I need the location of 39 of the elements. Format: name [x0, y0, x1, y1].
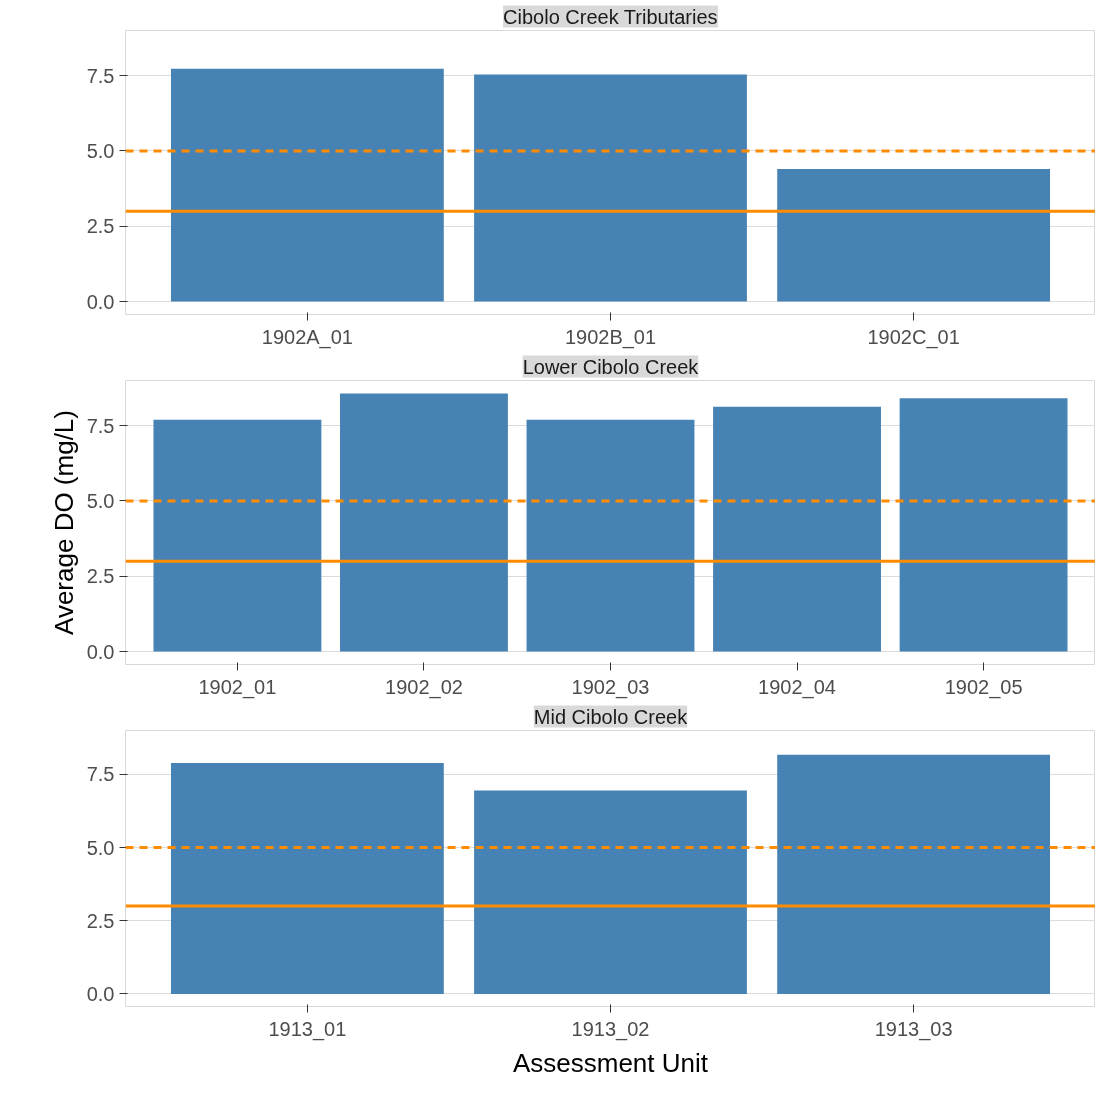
y-tick-label: 2.5 — [86, 565, 115, 588]
x-tick-label: 1913_03 — [874, 1017, 953, 1041]
bar — [170, 68, 444, 302]
y-tick-label: 7.5 — [86, 64, 115, 87]
x-tick-label: 1913_01 — [268, 1017, 347, 1041]
chart-title: Cibolo Creek Tributaries — [503, 5, 718, 28]
y-tick-label: 5.0 — [86, 489, 115, 512]
y-axis-title: Average DO (mg/L) — [48, 410, 79, 635]
y-tick-label: 7.5 — [86, 763, 115, 786]
y-tick-label: 0.0 — [86, 640, 115, 663]
x-tick-label: 1902_01 — [198, 675, 277, 699]
x-axis-title: Assessment Unit — [512, 1047, 709, 1078]
chart-title: Mid Cibolo Creek — [533, 705, 689, 728]
bar — [899, 398, 1068, 652]
bar — [153, 419, 322, 652]
y-tick-label: 0.0 — [86, 290, 115, 313]
bar — [340, 393, 508, 652]
bar — [170, 762, 444, 994]
bar — [474, 74, 747, 302]
bar — [526, 419, 695, 652]
y-tick-label: 2.5 — [86, 909, 115, 932]
y-tick-label: 2.5 — [86, 215, 115, 238]
x-tick-label: 1902C_01 — [867, 325, 960, 349]
x-tick-label: 1902_02 — [385, 675, 463, 699]
bar — [713, 406, 881, 652]
bar — [474, 790, 747, 994]
x-tick-label: 1902A_01 — [261, 325, 353, 349]
x-tick-label: 1902_03 — [571, 675, 650, 699]
y-tick-label: 0.0 — [86, 982, 115, 1005]
bar — [777, 754, 1051, 994]
y-tick-label: 5.0 — [86, 139, 115, 162]
x-tick-label: 1902B_01 — [564, 325, 657, 349]
bar — [777, 169, 1051, 302]
x-tick-label: 1913_02 — [571, 1017, 650, 1041]
x-tick-label: 1902_04 — [758, 675, 836, 699]
y-tick-label: 5.0 — [86, 836, 115, 859]
x-tick-label: 1902_05 — [944, 675, 1023, 699]
chart-title: Lower Cibolo Creek — [522, 355, 700, 378]
y-tick-label: 7.5 — [86, 414, 115, 437]
